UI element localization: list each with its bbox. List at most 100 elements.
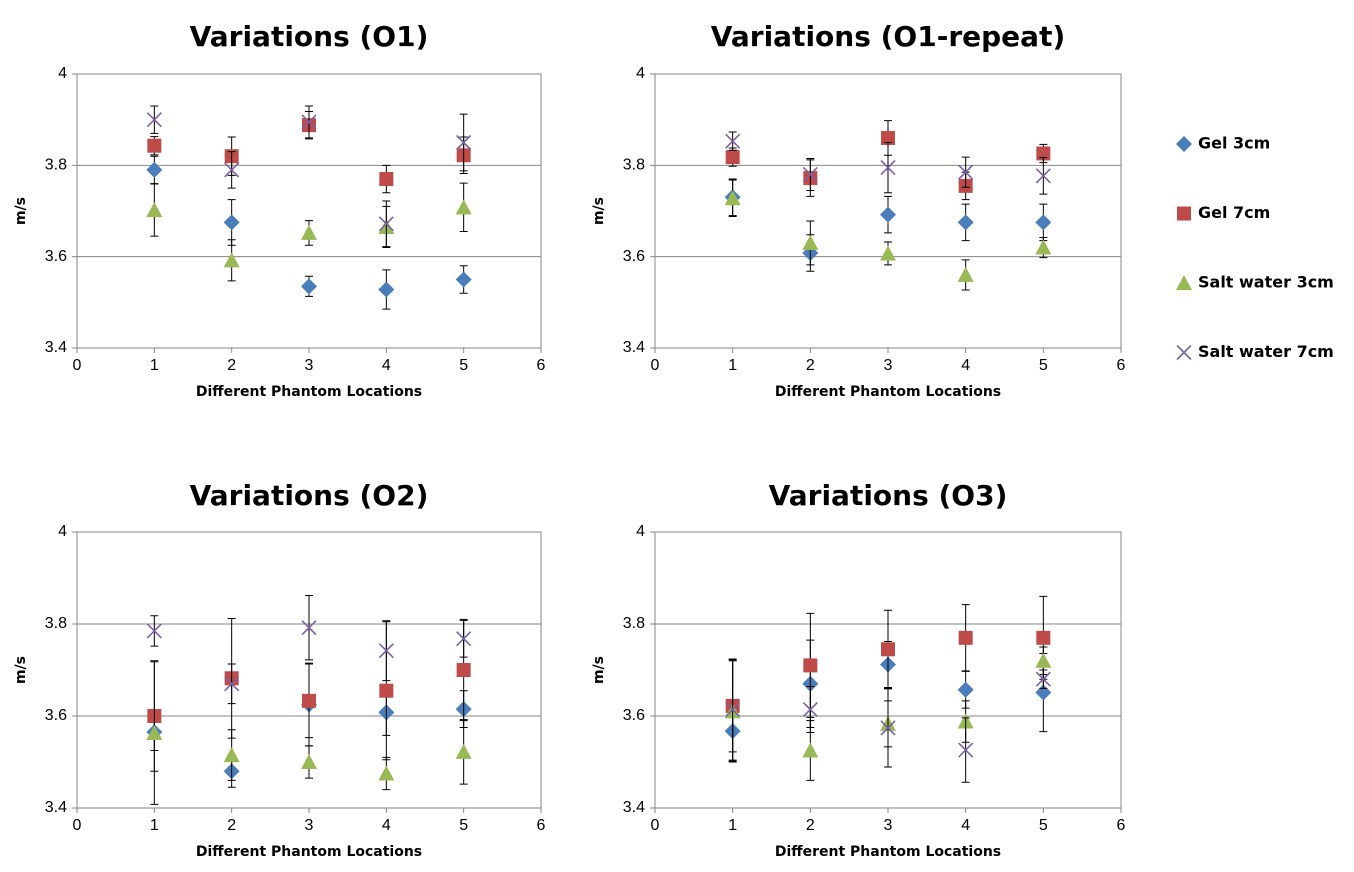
x-tick-label: 2 — [227, 817, 236, 834]
data-point — [378, 281, 395, 298]
chart-panel-4: Variations (O3) 3.4 3.6 3.8 4 0 1 2 3 4 5 6 Differen… — [591, 479, 1126, 860]
y-tick-label: 3.6 — [623, 248, 645, 265]
data-point — [958, 742, 974, 758]
y-tick-label: 3.4 — [623, 339, 645, 356]
x-tick-label: 1 — [150, 357, 159, 374]
data-point — [1036, 146, 1051, 161]
legend-item: Gel 7cm — [1177, 203, 1270, 222]
data-point — [957, 266, 974, 282]
y-tick-label: 4 — [58, 523, 67, 540]
data-point — [146, 112, 162, 128]
x-tick-label: 1 — [728, 357, 737, 374]
legend-label: Gel 3cm — [1198, 134, 1270, 153]
data-point — [803, 658, 818, 673]
data-point — [1036, 630, 1051, 645]
legend: Gel 3cm Gel 7cm Salt water 3cm Salt water 7… — [1176, 134, 1334, 361]
series-salt-water-3cm — [146, 661, 472, 805]
x-tick-label: 1 — [150, 817, 159, 834]
y-tick-label: 3.8 — [623, 615, 645, 632]
y-axis-label: m/s — [13, 197, 29, 225]
x-tick-label: 5 — [1039, 817, 1048, 834]
data-point — [455, 271, 472, 288]
y-tick-label: 4 — [636, 523, 645, 540]
series-salt-water-3cm — [146, 182, 472, 282]
x-axis-label: Different Phantom Locations — [775, 844, 1001, 860]
x-tick-label: 0 — [73, 817, 82, 834]
data-point — [802, 166, 818, 183]
data-point — [725, 150, 740, 165]
data-point — [802, 742, 819, 758]
x-tick-label: 3 — [305, 817, 314, 834]
series-salt-water-7cm — [725, 131, 1051, 195]
y-tick-label: 3.4 — [45, 339, 67, 356]
y-tick-label: 4 — [636, 65, 645, 82]
y-tick-label: 4 — [58, 65, 67, 82]
chart-title: Variations (O1-repeat) — [711, 20, 1066, 53]
data-point — [379, 172, 394, 187]
legend-label: Gel 7cm — [1198, 203, 1270, 222]
x-tick-label: 6 — [537, 817, 546, 834]
data-point — [1035, 168, 1051, 184]
data-point — [456, 663, 471, 677]
series-salt-water-7cm — [146, 594, 472, 705]
data-point — [1035, 239, 1052, 255]
legend-marker — [1176, 344, 1192, 361]
data-point — [378, 216, 394, 232]
legend-item: Salt water 3cm — [1176, 273, 1334, 292]
y-tick-label: 3.8 — [45, 615, 67, 632]
x-tick-label: 3 — [884, 817, 893, 834]
x-tick-label: 3 — [305, 357, 314, 374]
data-point — [802, 234, 819, 250]
data-point — [223, 747, 240, 763]
x-tick-label: 5 — [459, 817, 468, 834]
data-point — [881, 130, 895, 145]
series-gel-3cm — [146, 155, 472, 310]
y-axis-label: m/s — [13, 656, 29, 684]
data-point — [1035, 671, 1051, 687]
y-tick-label: 3.4 — [45, 799, 67, 816]
x-tick-label: 4 — [382, 357, 391, 374]
x-tick-label: 6 — [1117, 357, 1126, 374]
chart-title: Variations (O3) — [769, 479, 1008, 512]
data-point — [302, 693, 316, 708]
legend-label: Salt water 7cm — [1198, 342, 1334, 361]
chart-panel-3: Variations (O2) 3.4 3.6 3.8 4 0 1 2 3 4 5 6 Differen… — [13, 479, 546, 860]
legend-marker — [1176, 275, 1192, 290]
data-point — [301, 278, 317, 295]
data-point — [146, 161, 163, 178]
x-tick-label: 6 — [537, 357, 546, 374]
y-tick-label: 3.8 — [623, 157, 645, 174]
data-point — [455, 199, 472, 215]
x-tick-label: 2 — [227, 357, 236, 374]
data-point — [1035, 652, 1052, 668]
x-tick-label: 2 — [806, 357, 815, 374]
data-point — [379, 683, 394, 698]
legend-marker — [1177, 206, 1191, 221]
data-point — [1035, 214, 1052, 231]
legend-label: Salt water 3cm — [1198, 273, 1334, 292]
x-tick-label: 3 — [884, 357, 893, 374]
x-tick-label: 5 — [1039, 357, 1048, 374]
data-point — [224, 162, 240, 178]
data-point — [725, 701, 741, 718]
legend-item: Gel 3cm — [1176, 134, 1270, 153]
data-point — [881, 642, 895, 657]
series-salt-water-7cm — [725, 658, 1051, 783]
data-point — [146, 725, 163, 741]
x-tick-label: 0 — [651, 357, 660, 374]
data-point — [223, 214, 240, 231]
chart-title: Variations (O2) — [190, 479, 429, 512]
data-point — [378, 643, 394, 659]
y-tick-label: 3.6 — [623, 707, 645, 724]
y-axis-label: m/s — [591, 197, 607, 225]
data-point — [957, 681, 974, 698]
series-salt-water-7cm — [146, 105, 472, 248]
data-point — [958, 164, 974, 180]
data-point — [724, 190, 741, 206]
series-salt-water-3cm — [724, 179, 1052, 291]
data-point — [725, 133, 741, 149]
data-point — [147, 138, 162, 153]
data-point — [455, 743, 472, 759]
x-tick-label: 0 — [73, 357, 82, 374]
